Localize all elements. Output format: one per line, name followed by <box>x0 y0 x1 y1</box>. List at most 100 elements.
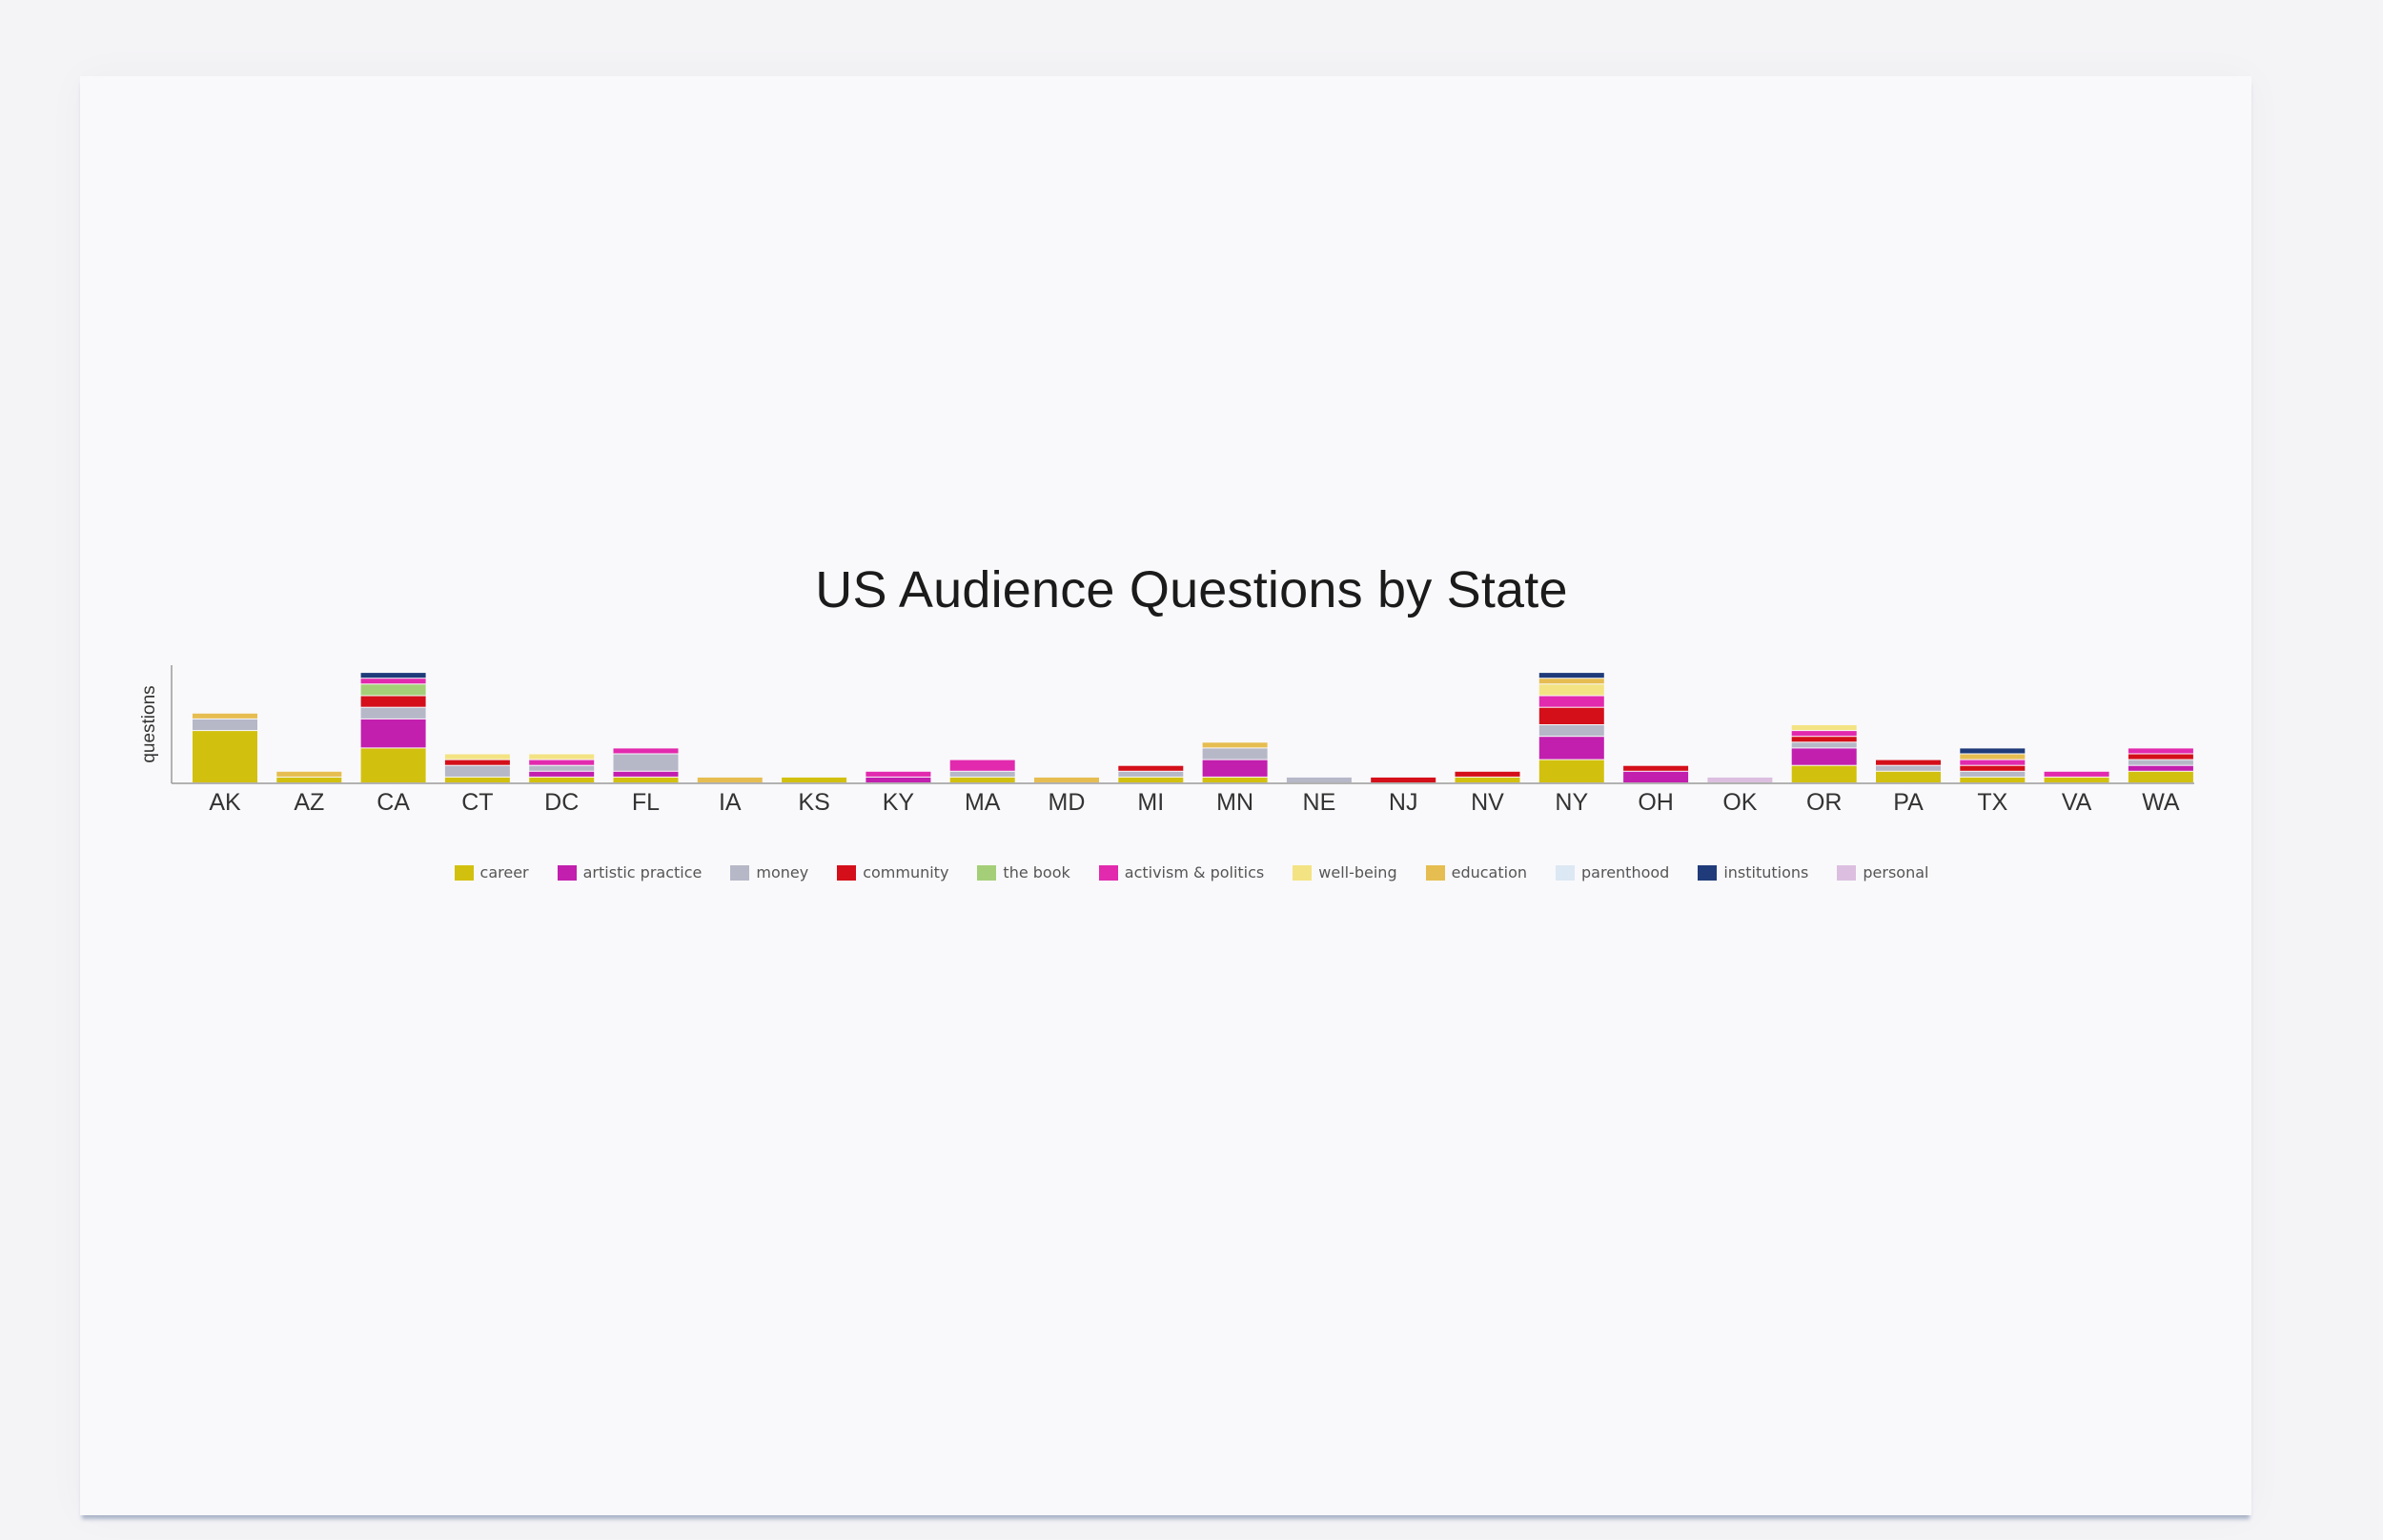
bar-segment <box>1202 777 1268 782</box>
bar-segment <box>1876 771 1941 782</box>
bar-group-ky <box>866 771 931 782</box>
x-tick-label: NV <box>1471 789 1504 816</box>
legend-item: education <box>1425 863 1527 881</box>
bar-segment <box>1876 760 1941 765</box>
legend-swatch <box>1293 864 1313 881</box>
bar-segment <box>2128 771 2193 782</box>
paper-sheet <box>80 76 2251 1515</box>
bar-group-ne <box>1286 777 1352 782</box>
legend-swatch <box>1425 864 1445 881</box>
bar-segment <box>1202 760 1268 777</box>
legend-swatch <box>837 864 857 881</box>
bar-group-md <box>1034 777 1099 782</box>
bar-segment <box>1791 742 1857 748</box>
legend-swatch <box>557 864 577 881</box>
x-tick-label: OR <box>1806 789 1843 816</box>
bar-segment <box>276 777 342 782</box>
x-tick-label: MA <box>965 789 1001 816</box>
legend-swatch <box>730 864 750 881</box>
bar-segment <box>360 748 426 782</box>
bar-group-ny <box>1538 673 1604 782</box>
bar-segment <box>529 771 595 777</box>
bar-segment <box>193 731 257 782</box>
legend-item: well-being <box>1293 863 1397 881</box>
bar-segment <box>1538 760 1604 782</box>
bar-segment <box>613 748 679 754</box>
bar-segment <box>1202 742 1268 748</box>
bar-group-or <box>1791 725 1857 782</box>
x-tick-label: MN <box>1216 789 1253 816</box>
bar-segment <box>1623 765 1689 771</box>
bar-segment <box>2128 754 2193 760</box>
bar-group-fl <box>613 748 679 782</box>
bar-segment <box>1538 725 1604 737</box>
legend-label: parenthood <box>1581 863 1670 881</box>
y-axis-label: questions <box>139 685 159 763</box>
legend-label: career <box>479 863 529 881</box>
bar-segment <box>360 673 426 679</box>
bar-segment <box>1538 673 1604 679</box>
bar-group-ca <box>360 673 426 782</box>
legend-label: money <box>756 863 809 881</box>
x-tick-label: NY <box>1555 789 1588 816</box>
bar-segment <box>276 771 342 777</box>
bar-segment <box>529 754 595 760</box>
legend-label: the book <box>1003 863 1070 881</box>
bar-segment <box>360 684 426 696</box>
legend-item: community <box>837 863 948 881</box>
bar-group-mi <box>1118 765 1184 782</box>
bar-group-oh <box>1623 765 1689 782</box>
bar-segment <box>1623 771 1689 782</box>
bar-segment <box>697 777 763 782</box>
bar-segment <box>949 771 1015 777</box>
bar-segment <box>2044 771 2109 777</box>
bar-segment <box>613 754 679 771</box>
bar-segment <box>360 719 426 748</box>
bar-segment <box>613 777 679 782</box>
x-tick-label: AK <box>209 789 241 816</box>
x-tick-label: VA <box>2062 789 2092 816</box>
bar-segment <box>1118 771 1184 777</box>
x-tick-label: TX <box>1977 789 2007 816</box>
bar-group-va <box>2044 771 2109 782</box>
bar-segment <box>444 777 510 782</box>
legend-item: personal <box>1837 863 1928 881</box>
bar-group-dc <box>529 754 595 782</box>
bar-group-ma <box>949 760 1015 782</box>
bar-segment <box>360 679 426 684</box>
bar-group-tx <box>1960 748 2026 782</box>
bar-segment <box>529 760 595 765</box>
x-tick-label: KS <box>798 789 829 816</box>
bar-segment <box>1876 765 1941 771</box>
x-tick-label: CT <box>461 789 493 816</box>
bar-group-nj <box>1371 777 1436 782</box>
bar-group-az <box>276 771 342 782</box>
bar-segment <box>1538 696 1604 707</box>
legend: career artistic practice money community the… <box>0 863 2383 881</box>
bar-segment <box>1034 777 1099 782</box>
legend-swatch <box>454 864 474 881</box>
chart-title: US Audience Questions by State <box>815 561 1568 618</box>
bar-segment <box>1960 771 2026 777</box>
bar-segment <box>1538 707 1604 724</box>
legend-item: activism & politics <box>1098 863 1264 881</box>
x-tick-label: MD <box>1049 789 1086 816</box>
bar-segment <box>1960 777 2026 782</box>
bar-segment <box>949 760 1015 771</box>
bar-segment <box>1286 777 1352 782</box>
bar-segment <box>2128 765 2193 771</box>
legend-item: money <box>730 863 808 881</box>
x-tick-label: WA <box>2142 789 2180 816</box>
legend-label: artistic practice <box>582 863 703 881</box>
bar-segment <box>1791 725 1857 731</box>
bar-segment <box>1455 771 1520 777</box>
bar-segment <box>1118 777 1184 782</box>
bar-segment <box>1791 731 1857 737</box>
bar-segment <box>444 765 510 777</box>
bar-segment <box>529 777 595 782</box>
bar-segment <box>193 719 257 731</box>
legend-item: institutions <box>1698 863 1808 881</box>
bar-segment <box>1960 765 2026 771</box>
legend-item: the book <box>977 863 1070 881</box>
bar-segment <box>529 765 595 771</box>
